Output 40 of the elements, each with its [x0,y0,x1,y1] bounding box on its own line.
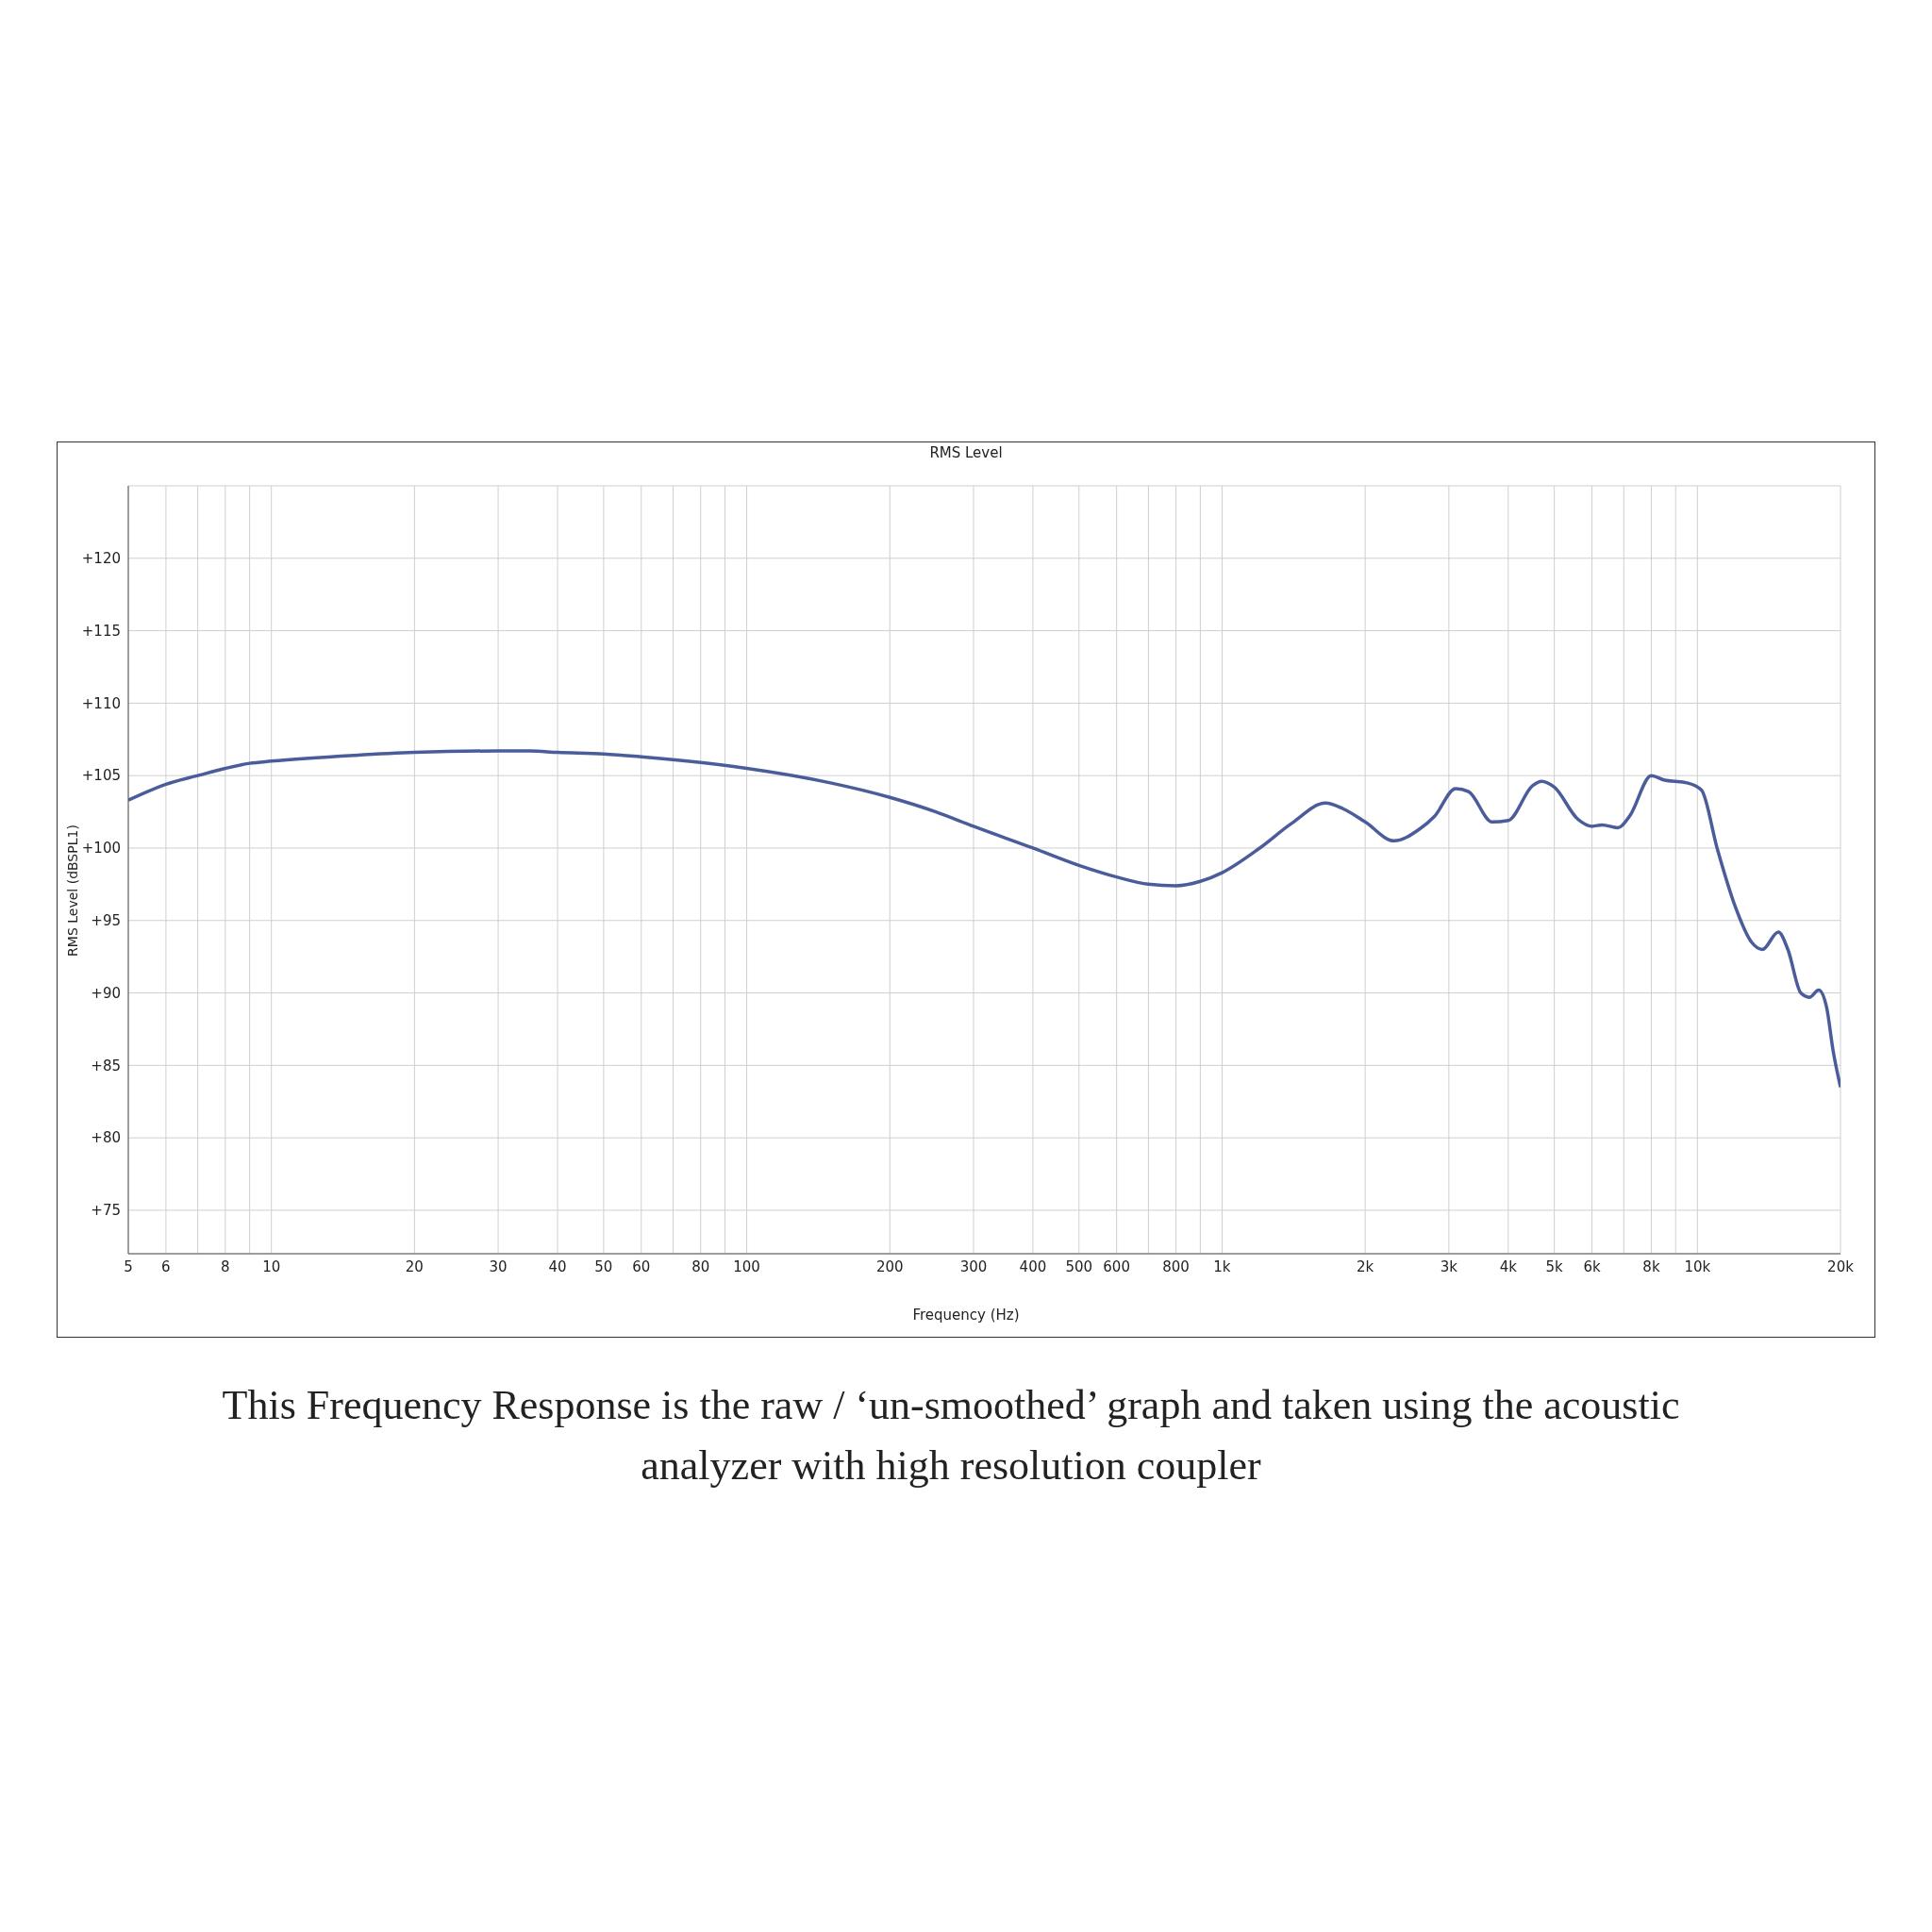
y-axis-title: RMS Level (dBSPL1) [65,824,81,957]
y-tick-label: +75 [91,1202,121,1220]
x-tick-label: 60 [632,1257,651,1275]
x-tick-label: 500 [1065,1257,1093,1275]
text: This Frequency Response is the raw / ‘un-smoothed’ graph and taken using the acoustic analyzer with high resolution coupler [221,1381,1681,1491]
y-tick-label: +80 [91,1129,121,1147]
y-tick-label: +95 [91,912,121,930]
x-tick-label: 3k [1440,1257,1458,1275]
x-tick-label: 2k [1357,1257,1374,1275]
x-tick-label: 8k [1642,1257,1660,1275]
x-tick-label: 30 [489,1257,508,1275]
y-tick-label: +120 [81,550,121,568]
y-tick-label: +85 [91,1057,121,1074]
x-tick-label: 5k [1545,1257,1564,1275]
y-tick-label: +105 [81,767,121,785]
chart-title: RMS Level [928,444,1004,461]
x-tick-label: 300 [959,1257,988,1275]
y-tick-label: +115 [81,622,121,640]
x-tick-label: 6k [1583,1257,1601,1275]
x-tick-label: 40 [548,1257,567,1275]
x-tick-label: 10 [262,1257,281,1275]
y-tick-label: +100 [81,840,121,858]
y-tick-label: +110 [81,694,121,712]
x-tick-label: 50 [594,1257,613,1275]
x-tick-label: 5 [124,1257,133,1275]
x-tick-label: 6 [161,1257,171,1275]
x-axis-title: Frequency (Hz) [911,1307,1021,1324]
x-tick-label: 80 [691,1257,710,1275]
x-tick-label: 20k [1827,1257,1855,1275]
x-tick-label: 10k [1684,1257,1711,1275]
x-tick-label: 600 [1103,1257,1130,1275]
x-tick-label: 100 [733,1257,760,1275]
x-tick-label: 4k [1499,1257,1518,1275]
x-tick-label: 400 [1019,1257,1047,1275]
x-tick-label: 200 [875,1257,904,1275]
x-tick-label: 20 [405,1257,424,1275]
y-tick-label: +90 [91,984,121,1002]
x-tick-label: 8 [221,1257,230,1275]
x-tick-label: 1k [1213,1257,1231,1275]
x-tick-label: 800 [1162,1257,1190,1275]
